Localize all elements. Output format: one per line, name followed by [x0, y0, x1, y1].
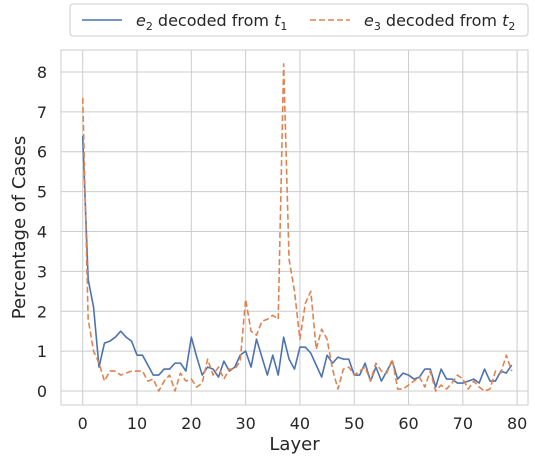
y-tick-label: 4 — [37, 222, 47, 241]
legend-e2-text: decoded from — [153, 11, 274, 30]
y-tick-label: 7 — [37, 103, 47, 122]
x-tick-label: 60 — [398, 414, 418, 433]
series-line-1 — [81, 63, 513, 392]
y-tick-label: 5 — [37, 183, 47, 202]
legend: e2 decoded from t1 e3 decoded from t2 — [69, 3, 529, 37]
series-line-0 — [81, 135, 513, 388]
x-tick-label: 40 — [290, 414, 310, 433]
x-tick-label: 30 — [235, 414, 255, 433]
x-tick-label: 10 — [127, 414, 147, 433]
tick-labels: 0 10 20 30 40 50 60 70 80 0 1 2 3 4 5 6 7 8 — [37, 63, 528, 433]
legend-frame — [69, 3, 529, 37]
legend-t1-subscript: 1 — [280, 20, 287, 33]
y-tick-label: 6 — [37, 143, 47, 162]
y-tick-label: 3 — [37, 262, 47, 281]
x-tick-label: 20 — [181, 414, 201, 433]
x-tick-label: 0 — [78, 414, 88, 433]
series-layer — [81, 63, 513, 392]
y-tick-label: 0 — [37, 382, 47, 401]
grid — [61, 50, 528, 405]
x-tick-label: 70 — [453, 414, 473, 433]
y-tick-label: 8 — [37, 63, 47, 82]
y-axis-label: Percentage of Cases — [9, 136, 30, 319]
legend-label-e2: e2 decoded from t1 — [136, 11, 287, 33]
legend-e3-symbol: e — [364, 11, 374, 30]
y-tick-label: 1 — [37, 342, 47, 361]
x-tick-label: 80 — [507, 414, 527, 433]
legend-label-e3: e3 decoded from t2 — [364, 11, 515, 33]
x-tick-label: 50 — [344, 414, 364, 433]
legend-t2-symbol: t — [502, 11, 509, 30]
legend-e2-subscript: 2 — [146, 20, 153, 33]
legend-t2-subscript: 2 — [508, 20, 515, 33]
x-axis-label: Layer — [269, 434, 320, 455]
legend-e3-subscript: 3 — [374, 20, 381, 33]
plot-area-frame — [60, 49, 529, 406]
y-tick-label: 2 — [37, 302, 47, 321]
legend-e3-text: decoded from — [381, 11, 502, 30]
legend-e2-symbol: e — [136, 11, 146, 30]
legend-t1-symbol: t — [274, 11, 281, 30]
